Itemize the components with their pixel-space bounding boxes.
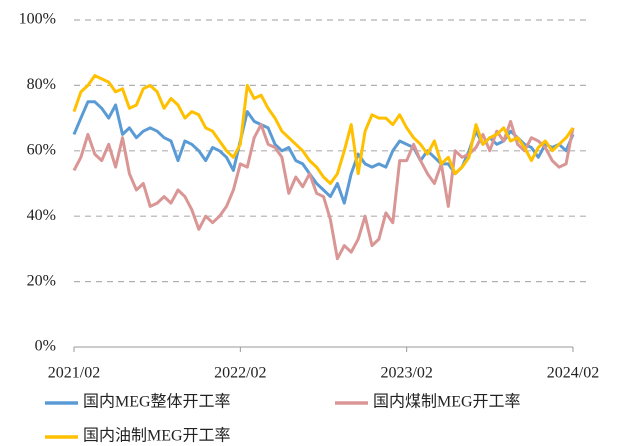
x-tick-label: 2021/02 <box>48 365 100 382</box>
x-tick-label: 2022/02 <box>214 365 266 382</box>
series-line <box>72 74 575 185</box>
y-tick-label: 100% <box>19 11 56 28</box>
x-tick-label: 2023/02 <box>380 365 432 382</box>
y-tick-label: 60% <box>27 141 56 158</box>
legend-label: 国内MEG整体开工率 <box>83 393 231 411</box>
y-tick-label: 0% <box>35 338 56 355</box>
y-tick-label: 20% <box>27 272 56 289</box>
series-line <box>72 100 575 205</box>
legend-label: 国内煤制MEG开工率 <box>373 393 521 411</box>
y-tick-label: 40% <box>27 207 56 224</box>
y-tick-label: 80% <box>27 76 56 93</box>
legend-label: 国内油制MEG开工率 <box>83 427 231 445</box>
x-tick-label: 2024/02 <box>547 365 599 382</box>
series-line <box>72 119 575 261</box>
